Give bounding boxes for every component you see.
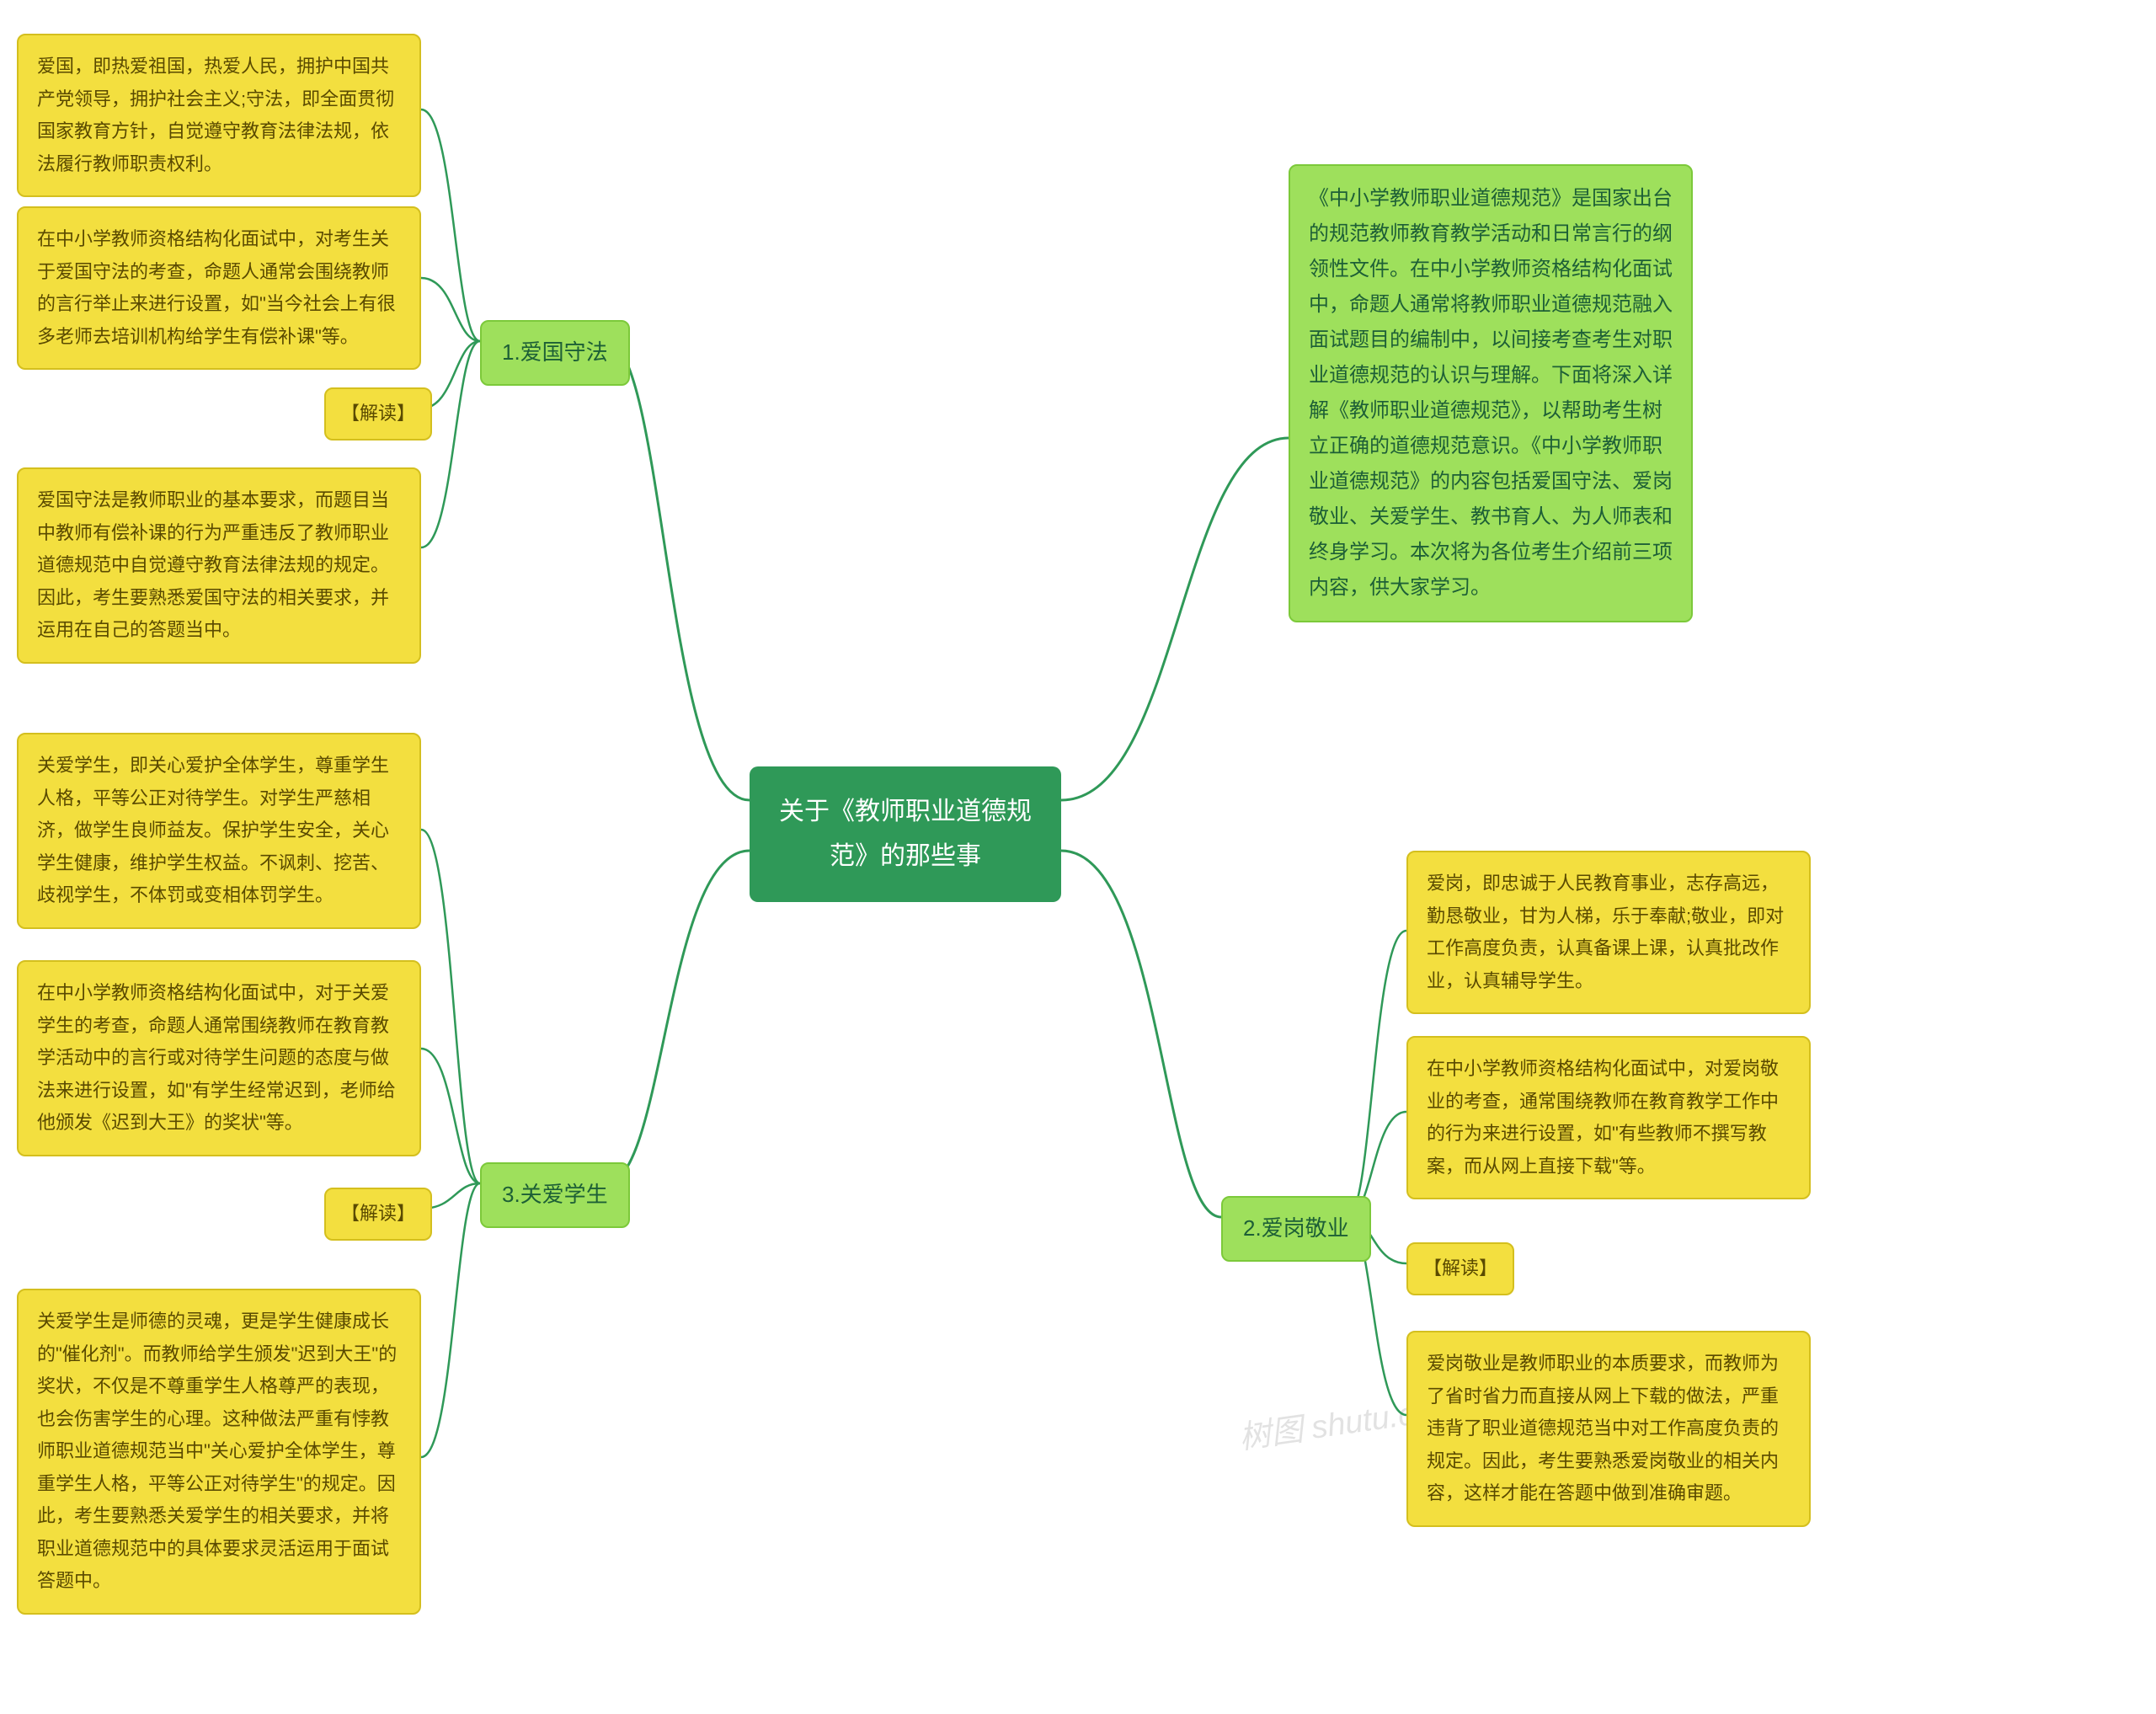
section-1: 1.爱国守法	[480, 320, 630, 386]
section-1-leaf-3: 爱国守法是教师职业的基本要求，而题目当中教师有偿补课的行为严重违反了教师职业道德…	[17, 467, 421, 664]
intro-node: 《中小学教师职业道德规范》是国家出台的规范教师教育教学活动和日常言行的纲领性文件…	[1289, 164, 1693, 622]
section-2: 2.爱岗敬业	[1221, 1196, 1371, 1262]
section-1-leaf-1: 爱国，即热爱祖国，热爱人民，拥护中国共产党领导，拥护社会主义;守法，即全面贯彻国…	[17, 34, 421, 197]
section-3: 3.关爱学生	[480, 1162, 630, 1228]
section-3-leaf-2: 在中小学教师资格结构化面试中，对于关爱学生的考查，命题人通常围绕教师在教育教学活…	[17, 960, 421, 1156]
watermark-3: 树图 shutu.cn	[1235, 1385, 1434, 1458]
section-1-tag: 【解读】	[324, 387, 432, 441]
section-2-leaf-2: 在中小学教师资格结构化面试中，对爱岗敬业的考查，通常围绕教师在教育教学工作中的行…	[1406, 1036, 1811, 1199]
section-1-leaf-2: 在中小学教师资格结构化面试中，对考生关于爱国守法的考查，命题人通常会围绕教师的言…	[17, 206, 421, 370]
section-3-leaf-3: 关爱学生是师德的灵魂，更是学生健康成长的"催化剂"。而教师给学生颁发"迟到大王"…	[17, 1289, 421, 1615]
section-3-tag: 【解读】	[324, 1188, 432, 1241]
section-2-tag: 【解读】	[1406, 1242, 1514, 1295]
center-node: 关于《教师职业道德规范》的那些事	[750, 766, 1061, 902]
section-2-leaf-1: 爱岗，即忠诚于人民教育事业，志存高远，勤恳敬业，甘为人梯，乐于奉献;敬业，即对工…	[1406, 851, 1811, 1014]
section-3-leaf-1: 关爱学生，即关心爱护全体学生，尊重学生人格，平等公正对待学生。对学生严慈相济，做…	[17, 733, 421, 929]
section-2-leaf-3: 爱岗敬业是教师职业的本质要求，而教师为了省时省力而直接从网上下载的做法，严重违背…	[1406, 1331, 1811, 1527]
